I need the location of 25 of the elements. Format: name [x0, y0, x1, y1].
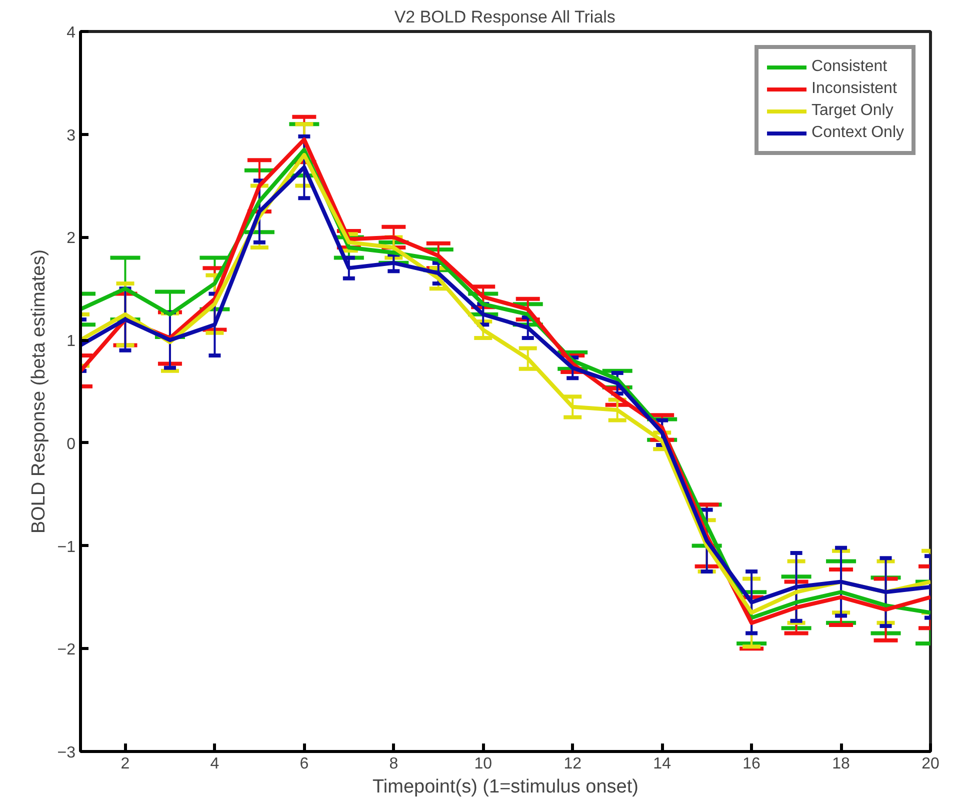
x-tick-label: 16	[742, 756, 761, 772]
x-tick-label: 18	[832, 756, 850, 772]
y-tick-label: 0	[66, 436, 76, 453]
y-tick-label: −1	[57, 538, 76, 556]
legend-label: Consistent	[812, 58, 888, 76]
x-tick-label: 4	[210, 756, 220, 772]
x-axis-title: Timepoint(s) (1=stimulus onset)	[372, 776, 638, 798]
x-tick-label: 10	[474, 756, 492, 772]
legend-label: Inconsistent	[812, 80, 897, 98]
x-tick-label: 8	[389, 756, 398, 772]
y-tick-label: −3	[57, 744, 76, 762]
x-tick-label: 12	[564, 756, 582, 772]
legend-label: Context Only	[812, 124, 904, 142]
y-tick-label: −2	[57, 642, 76, 659]
y-tick-label: 1	[66, 333, 76, 350]
y-tick-label: 3	[66, 127, 76, 144]
y-tick-label: 2	[66, 230, 76, 248]
y-axis-title: BOLD Response (beta estimates)	[28, 249, 50, 534]
x-tick-label: 20	[922, 756, 940, 772]
x-tick-label: 14	[653, 756, 672, 772]
legend-label: Target Only	[812, 102, 894, 120]
y-tick-label: 4	[66, 24, 76, 42]
x-tick-label: 2	[120, 756, 130, 772]
x-tick-label: 6	[300, 756, 309, 772]
chart-title: V2 BOLD Response All Trials	[394, 8, 616, 26]
